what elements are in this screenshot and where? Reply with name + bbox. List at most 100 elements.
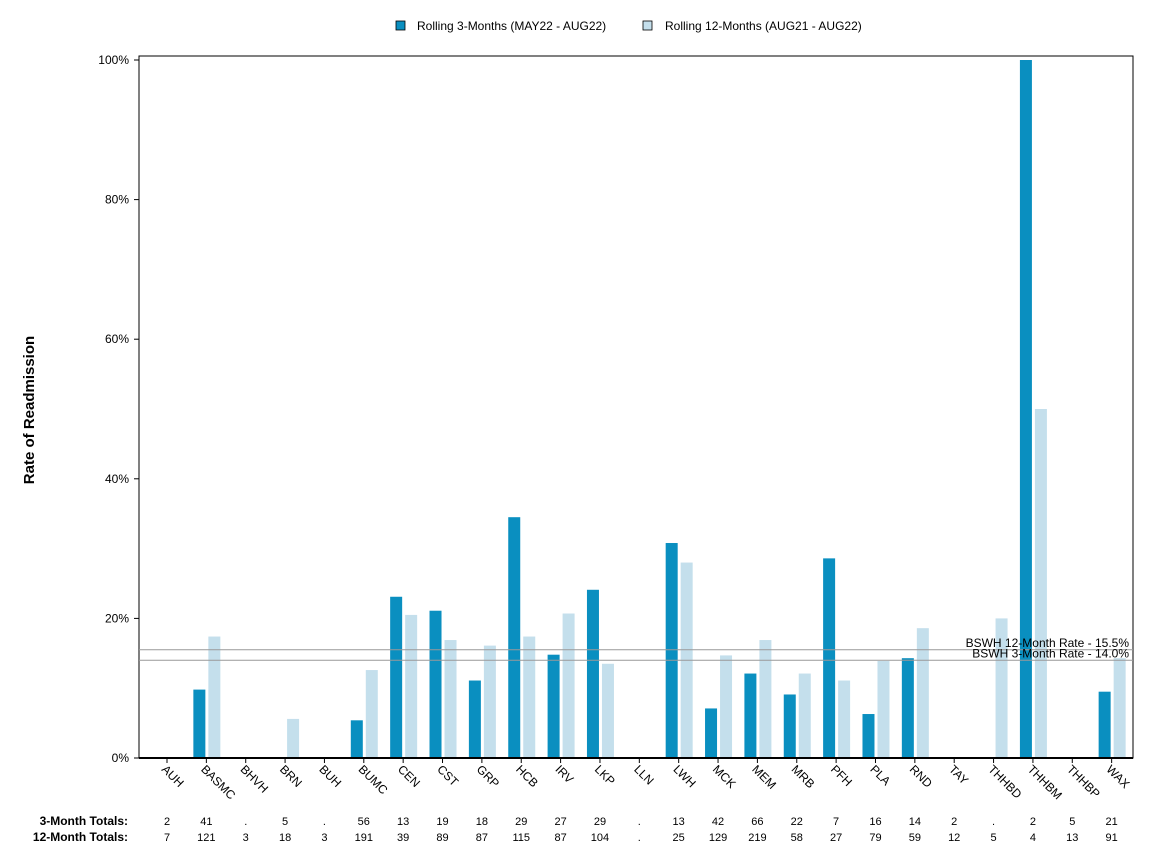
bar-3m-rnd bbox=[901, 658, 914, 758]
total-12m-pla: 79 bbox=[869, 832, 881, 844]
bar-3m-basmc bbox=[193, 689, 206, 758]
y-tick-label: 100% bbox=[98, 53, 129, 67]
legend: Rolling 3-Months (MAY22 - AUG22) Rolling… bbox=[395, 19, 862, 33]
total-12m-brn: 18 bbox=[279, 832, 291, 844]
x-tick-label-thhbm: THHBM bbox=[1025, 762, 1065, 802]
x-tick-label-wax: WAX bbox=[1104, 762, 1133, 791]
bar-12m-cen bbox=[405, 614, 418, 758]
total-12m-cen: 39 bbox=[397, 832, 409, 844]
total-12m-buh: 3 bbox=[321, 832, 327, 844]
reference-lines: BSWH 12-Month Rate - 15.5%BSWH 3-Month R… bbox=[139, 636, 1133, 661]
total-12m-basmc: 121 bbox=[197, 832, 215, 844]
total-3m-basmc: 41 bbox=[200, 816, 212, 828]
totals-12m-label: 12-Month Totals: bbox=[33, 830, 128, 844]
x-tick-label-buh: BUH bbox=[316, 762, 344, 790]
total-3m-tay: 2 bbox=[951, 816, 957, 828]
x-tick-label-lkp: LKP bbox=[592, 762, 618, 788]
total-3m-wax: 21 bbox=[1106, 816, 1118, 828]
totals-table: 2741121.3518.356191133919891887291152787… bbox=[164, 816, 1118, 844]
x-tick-label-auh: AUH bbox=[159, 762, 187, 790]
total-12m-thhbm: 4 bbox=[1030, 832, 1036, 844]
total-3m-pla: 16 bbox=[869, 816, 881, 828]
bar-3m-pfh bbox=[823, 558, 836, 758]
reference-label-0: BSWH 12-Month Rate - 15.5% bbox=[966, 636, 1130, 650]
total-12m-grp: 87 bbox=[476, 832, 488, 844]
x-tick-label-rnd: RND bbox=[907, 762, 936, 791]
total-3m-thhbp: 5 bbox=[1069, 816, 1075, 828]
total-3m-lkp: 29 bbox=[594, 816, 606, 828]
total-12m-mem: 219 bbox=[748, 832, 766, 844]
total-12m-rnd: 59 bbox=[909, 832, 921, 844]
total-12m-pfh: 27 bbox=[830, 832, 842, 844]
x-tick-label-thhbd: THHBD bbox=[985, 762, 1024, 801]
bar-12m-mrb bbox=[798, 673, 811, 758]
bar-3m-cst bbox=[429, 610, 442, 758]
y-tick-label: 20% bbox=[105, 611, 129, 625]
total-12m-irv: 87 bbox=[554, 832, 566, 844]
bar-12m-mck bbox=[720, 655, 733, 758]
total-12m-thhbp: 13 bbox=[1066, 832, 1078, 844]
x-tick-label-mem: MEM bbox=[749, 762, 779, 792]
x-tick-label-cen: CEN bbox=[395, 762, 423, 790]
bar-12m-grp bbox=[483, 645, 496, 758]
bar-12m-brn bbox=[287, 718, 300, 758]
total-3m-mrb: 22 bbox=[791, 816, 803, 828]
legend-swatch-3m bbox=[395, 20, 406, 31]
bar-12m-wax bbox=[1113, 658, 1126, 758]
bar-12m-cst bbox=[444, 640, 457, 758]
total-12m-hcb: 115 bbox=[512, 832, 530, 844]
x-tick-label-irv: IRV bbox=[552, 762, 576, 786]
bar-3m-mrb bbox=[783, 694, 796, 758]
total-3m-bumc: 56 bbox=[358, 816, 370, 828]
x-tick-label-cst: CST bbox=[434, 762, 461, 789]
legend-label-12m: Rolling 12-Months (AUG21 - AUG22) bbox=[665, 19, 862, 33]
total-3m-grp: 18 bbox=[476, 816, 488, 828]
total-12m-bhvh: 3 bbox=[243, 832, 249, 844]
x-tick-label-bumc: BUMC bbox=[356, 762, 391, 797]
x-tick-label-bhvh: BHVH bbox=[238, 762, 271, 795]
bar-3m-wax bbox=[1098, 691, 1111, 758]
y-tick-label: 80% bbox=[105, 193, 129, 207]
bar-3m-lwh bbox=[665, 543, 678, 758]
total-3m-mem: 66 bbox=[751, 816, 763, 828]
total-3m-mck: 42 bbox=[712, 816, 724, 828]
bar-12m-pfh bbox=[838, 680, 851, 758]
x-tick-label-lwh: LWH bbox=[671, 762, 699, 790]
x-tick-label-brn: BRN bbox=[277, 762, 305, 790]
x-tick-label-pla: PLA bbox=[867, 762, 893, 788]
total-12m-cst: 89 bbox=[436, 832, 448, 844]
x-axis: AUH BASMC BHVH BRN BUH BUMC CEN CST GRP HCB IRV LKP… bbox=[159, 758, 1133, 803]
bar-3m-hcb bbox=[508, 517, 521, 758]
total-3m-cst: 19 bbox=[436, 816, 448, 828]
bar-3m-pla bbox=[862, 714, 875, 758]
bar-12m-mem bbox=[759, 640, 772, 758]
bar-3m-grp bbox=[468, 680, 481, 758]
bar-12m-pla bbox=[877, 660, 890, 758]
bar-12m-thhbd bbox=[995, 618, 1008, 758]
bar-12m-lkp bbox=[601, 663, 614, 758]
total-3m-rnd: 14 bbox=[909, 816, 921, 828]
x-tick-label-tay: TAY bbox=[946, 762, 971, 787]
total-3m-brn: 5 bbox=[282, 816, 288, 828]
total-3m-auh: 2 bbox=[164, 816, 170, 828]
x-tick-label-mrb: MRB bbox=[789, 762, 818, 791]
y-tick-label: 0% bbox=[112, 751, 130, 765]
total-3m-irv: 27 bbox=[554, 816, 566, 828]
totals-3m-label: 3-Month Totals: bbox=[40, 814, 128, 828]
total-12m-tay: 12 bbox=[948, 832, 960, 844]
bar-12m-basmc bbox=[208, 636, 221, 758]
bar-12m-hcb bbox=[523, 636, 536, 758]
bar-3m-irv bbox=[547, 654, 560, 758]
reference-label-1: BSWH 3-Month Rate - 14.0% bbox=[972, 646, 1129, 660]
y-tick-label: 40% bbox=[105, 472, 129, 486]
total-3m-hcb: 29 bbox=[515, 816, 527, 828]
x-tick-label-basmc: BASMC bbox=[198, 762, 238, 802]
total-12m-lwh: 25 bbox=[673, 832, 685, 844]
x-tick-label-grp: GRP bbox=[474, 762, 502, 790]
total-12m-lln: . bbox=[638, 832, 641, 844]
total-12m-mck: 129 bbox=[709, 832, 727, 844]
bars bbox=[193, 60, 1126, 758]
bar-3m-thhbm bbox=[1019, 60, 1032, 758]
total-3m-pfh: 7 bbox=[833, 816, 839, 828]
total-3m-lwh: 13 bbox=[673, 816, 685, 828]
